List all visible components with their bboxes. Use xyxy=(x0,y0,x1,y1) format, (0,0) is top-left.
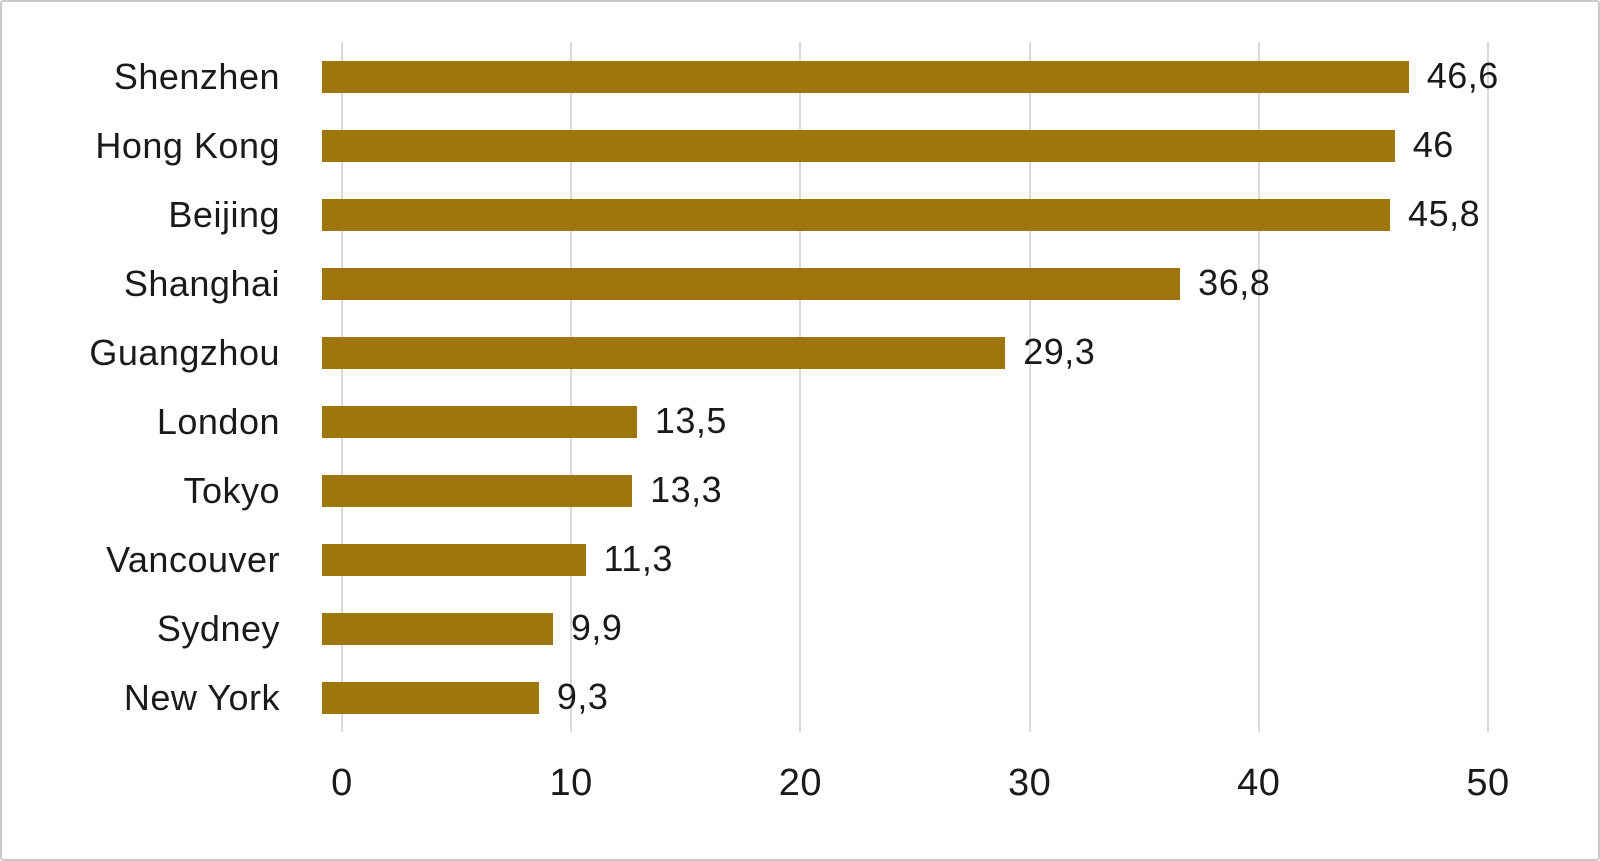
bar-track: 46,6 xyxy=(322,55,1498,96)
bar-row: Shenzhen 46,6 xyxy=(22,45,1498,109)
bar xyxy=(322,129,1395,162)
category-label: New York xyxy=(123,676,280,718)
bar xyxy=(322,267,1181,300)
bar-value-label: 11,3 xyxy=(603,537,673,579)
bar xyxy=(322,543,586,576)
gridline xyxy=(1028,42,1031,732)
x-axis-tick-label: 30 xyxy=(1007,762,1052,804)
bar-track: 13,3 xyxy=(322,469,1488,510)
bar-row: Sydney 9,9 xyxy=(22,597,1488,661)
x-axis-tick-label: 50 xyxy=(1466,762,1510,804)
bar-row: Beijing 45,8 xyxy=(22,183,1488,247)
bar xyxy=(322,612,553,645)
bar-row: London 13,5 xyxy=(22,390,1488,454)
bar-value-label: 9,9 xyxy=(570,606,623,648)
bar-row: Vancouver 11,3 xyxy=(22,528,1488,592)
bar-track: 45,8 xyxy=(322,193,1488,234)
bar-track: 29,3 xyxy=(322,331,1488,372)
bar-track: 46 xyxy=(322,124,1488,165)
category-label: Sydney xyxy=(156,607,280,649)
x-axis: 0 10 20 30 40 50 xyxy=(331,750,1509,830)
x-axis-tick-label: 20 xyxy=(778,762,823,804)
bar-row: Hong Kong 46 xyxy=(22,114,1488,178)
bar-value-label: 29,3 xyxy=(1023,330,1096,372)
bar xyxy=(322,681,539,714)
bar-value-label: 13,3 xyxy=(650,468,723,510)
category-label: London xyxy=(156,400,280,442)
bar-value-label: 45,8 xyxy=(1408,192,1481,234)
bar-track: 11,3 xyxy=(322,538,1488,579)
bar-row: Shanghai 36,8 xyxy=(22,252,1488,316)
bar-value-label: 9,3 xyxy=(556,675,609,717)
bar-value-label: 46 xyxy=(1412,123,1454,165)
bar-value-label: 46,6 xyxy=(1426,54,1499,96)
category-label: Shanghai xyxy=(123,262,280,304)
bar xyxy=(322,474,633,507)
bar-track: 9,3 xyxy=(322,676,1488,717)
bar-track: 36,8 xyxy=(322,262,1488,303)
category-label: Shenzhen xyxy=(113,55,280,97)
bar xyxy=(322,405,637,438)
gridlines xyxy=(341,42,1489,732)
gridline xyxy=(341,42,343,732)
category-label: Hong Kong xyxy=(95,124,280,166)
category-label: Beijing xyxy=(168,193,280,235)
bar xyxy=(322,336,1006,369)
gridline xyxy=(570,42,573,732)
bar-row: Guangzhou 29,3 xyxy=(22,321,1488,385)
gridline xyxy=(799,42,802,732)
plot-area: Shenzhen 46,6 Hong Kong 46 Beijing 45,8 Shangh… xyxy=(22,32,1598,732)
category-label: Vancouver xyxy=(106,538,280,580)
category-label: Tokyo xyxy=(183,469,280,511)
x-axis-tick-label: 10 xyxy=(549,762,593,804)
bar xyxy=(322,60,1409,93)
gridline xyxy=(1487,42,1489,732)
bar xyxy=(322,198,1391,231)
bar-value-label: 13,5 xyxy=(654,399,727,441)
x-axis-tick-label: 40 xyxy=(1237,762,1281,804)
gridline xyxy=(1257,42,1260,732)
category-label: Guangzhou xyxy=(89,331,280,373)
bar-value-label: 36,8 xyxy=(1198,261,1271,303)
bar-rows: Shenzhen 46,6 Hong Kong 46 Beijing 45,8 Shangh… xyxy=(22,42,1498,732)
bar-track: 9,9 xyxy=(322,607,1488,648)
bar-row: Tokyo 13,3 xyxy=(22,459,1488,523)
x-axis-tick-label: 0 xyxy=(331,762,353,804)
bar-row: New York 9,3 xyxy=(22,666,1488,730)
bar-track: 13,5 xyxy=(322,400,1488,441)
